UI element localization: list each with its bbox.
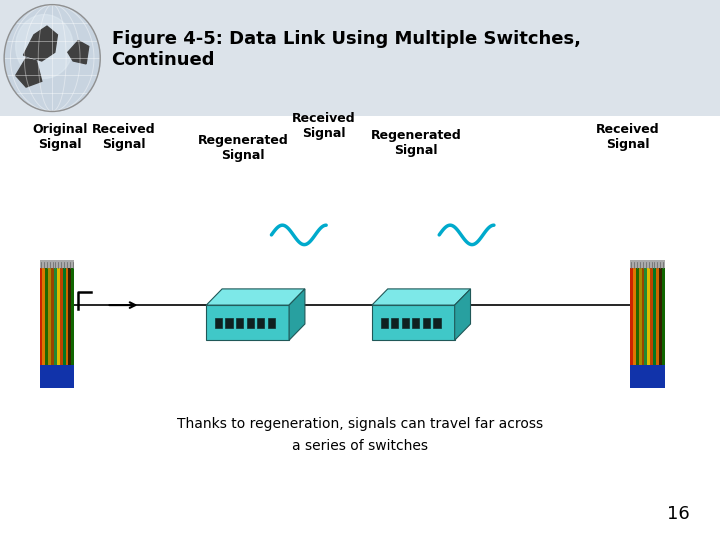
Bar bbox=[644, 262, 647, 367]
Bar bbox=[215, 318, 222, 328]
Polygon shape bbox=[289, 289, 305, 340]
Bar bbox=[51, 262, 54, 367]
Bar bbox=[247, 318, 254, 328]
Text: Received
Signal: Received Signal bbox=[292, 112, 356, 140]
Bar bbox=[659, 262, 662, 367]
Bar bbox=[45, 262, 48, 367]
Bar bbox=[40, 365, 74, 388]
Bar bbox=[636, 262, 639, 367]
Bar bbox=[0, 116, 720, 540]
Bar bbox=[402, 318, 409, 328]
Bar bbox=[71, 262, 74, 367]
Polygon shape bbox=[206, 289, 305, 305]
Bar bbox=[68, 262, 71, 367]
Text: Regenerated
Signal: Regenerated Signal bbox=[371, 129, 462, 157]
Text: Thanks to regeneration, signals can travel far across
a series of switches: Thanks to regeneration, signals can trav… bbox=[177, 417, 543, 453]
Bar bbox=[225, 318, 233, 328]
Circle shape bbox=[16, 15, 73, 78]
Bar bbox=[268, 318, 275, 328]
Polygon shape bbox=[206, 305, 289, 340]
Bar bbox=[66, 262, 68, 367]
Bar bbox=[40, 262, 42, 367]
Polygon shape bbox=[24, 26, 58, 61]
Bar bbox=[642, 262, 644, 367]
Bar bbox=[433, 318, 441, 328]
Bar bbox=[57, 262, 60, 367]
Text: Received
Signal: Received Signal bbox=[596, 123, 660, 151]
Bar bbox=[630, 260, 665, 268]
Polygon shape bbox=[16, 58, 42, 87]
Bar bbox=[653, 262, 656, 367]
Bar bbox=[60, 262, 63, 367]
Bar bbox=[423, 318, 430, 328]
Bar bbox=[633, 262, 636, 367]
Text: Figure 4-5: Data Link Using Multiple Switches,
Continued: Figure 4-5: Data Link Using Multiple Swi… bbox=[112, 30, 580, 69]
Text: Received
Signal: Received Signal bbox=[92, 123, 156, 151]
Bar bbox=[662, 262, 665, 367]
Bar bbox=[380, 318, 387, 328]
Text: Regenerated
Signal: Regenerated Signal bbox=[198, 134, 289, 162]
Circle shape bbox=[4, 5, 100, 111]
Bar bbox=[630, 365, 665, 388]
Bar bbox=[54, 262, 57, 367]
Bar bbox=[236, 318, 243, 328]
Bar bbox=[639, 262, 642, 367]
Polygon shape bbox=[455, 289, 471, 340]
Bar bbox=[656, 262, 659, 367]
Bar bbox=[63, 262, 66, 367]
Polygon shape bbox=[372, 305, 455, 340]
Bar bbox=[257, 318, 264, 328]
Bar bbox=[647, 262, 650, 367]
Text: Original
Signal: Original Signal bbox=[32, 123, 87, 151]
Bar bbox=[391, 318, 398, 328]
Bar bbox=[413, 318, 420, 328]
Bar bbox=[48, 262, 51, 367]
Bar bbox=[42, 262, 45, 367]
Polygon shape bbox=[372, 289, 471, 305]
Bar bbox=[630, 262, 633, 367]
Polygon shape bbox=[68, 40, 89, 64]
Bar bbox=[40, 260, 74, 268]
Bar bbox=[650, 262, 653, 367]
Text: 16: 16 bbox=[667, 505, 690, 523]
